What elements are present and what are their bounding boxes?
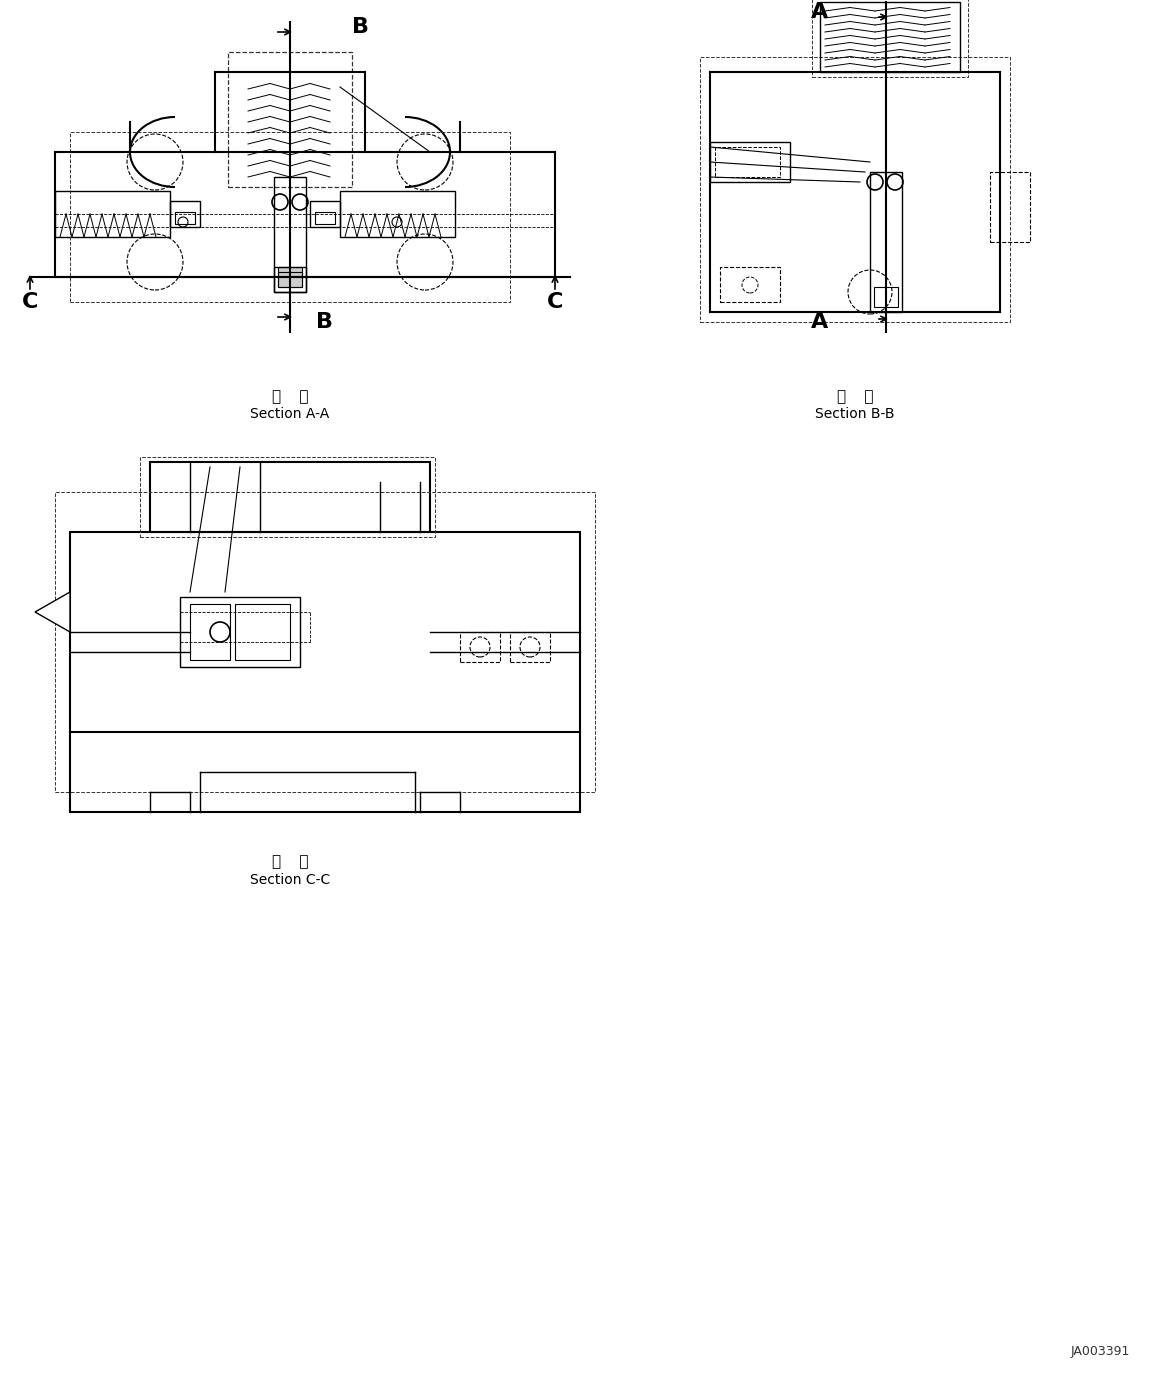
Bar [55, 492, 595, 792]
Bar [180, 597, 300, 668]
Bar [278, 267, 302, 287]
Bar [190, 604, 230, 661]
Bar [70, 133, 511, 303]
Text: Section C-C: Section C-C [250, 873, 330, 887]
Bar [700, 57, 1009, 322]
Bar [820, 1, 959, 72]
Bar [55, 191, 170, 236]
Bar [812, 0, 968, 77]
Bar [235, 604, 290, 661]
Bar [709, 142, 790, 182]
Bar [875, 287, 898, 307]
Polygon shape [35, 591, 70, 632]
Bar [278, 272, 302, 287]
Text: A: A [812, 1, 828, 22]
Bar [990, 171, 1030, 242]
Bar [715, 146, 780, 177]
Text: JA003391: JA003391 [1070, 1346, 1129, 1359]
Bar [274, 267, 306, 292]
Text: Section B-B: Section B-B [815, 408, 894, 422]
Bar [311, 200, 340, 227]
Text: Section A-A: Section A-A [250, 408, 329, 422]
Bar [274, 177, 306, 292]
Bar [150, 462, 430, 532]
Bar [461, 632, 500, 662]
Bar [720, 267, 780, 303]
Bar [511, 632, 550, 662]
Text: B: B [316, 312, 334, 332]
Text: 断  面: 断 面 [272, 854, 308, 869]
Text: C: C [22, 292, 38, 312]
Bar [140, 457, 435, 538]
Bar [315, 211, 335, 224]
Bar [870, 171, 902, 312]
Bar [174, 211, 195, 224]
Bar [228, 53, 352, 187]
Text: A: A [812, 312, 828, 332]
Bar [340, 191, 455, 236]
Text: 断  面: 断 面 [836, 390, 873, 405]
Bar [70, 532, 580, 732]
Bar [170, 200, 200, 227]
Text: 断  面: 断 面 [272, 390, 308, 405]
Text: C: C [547, 292, 563, 312]
Text: B: B [351, 17, 369, 37]
